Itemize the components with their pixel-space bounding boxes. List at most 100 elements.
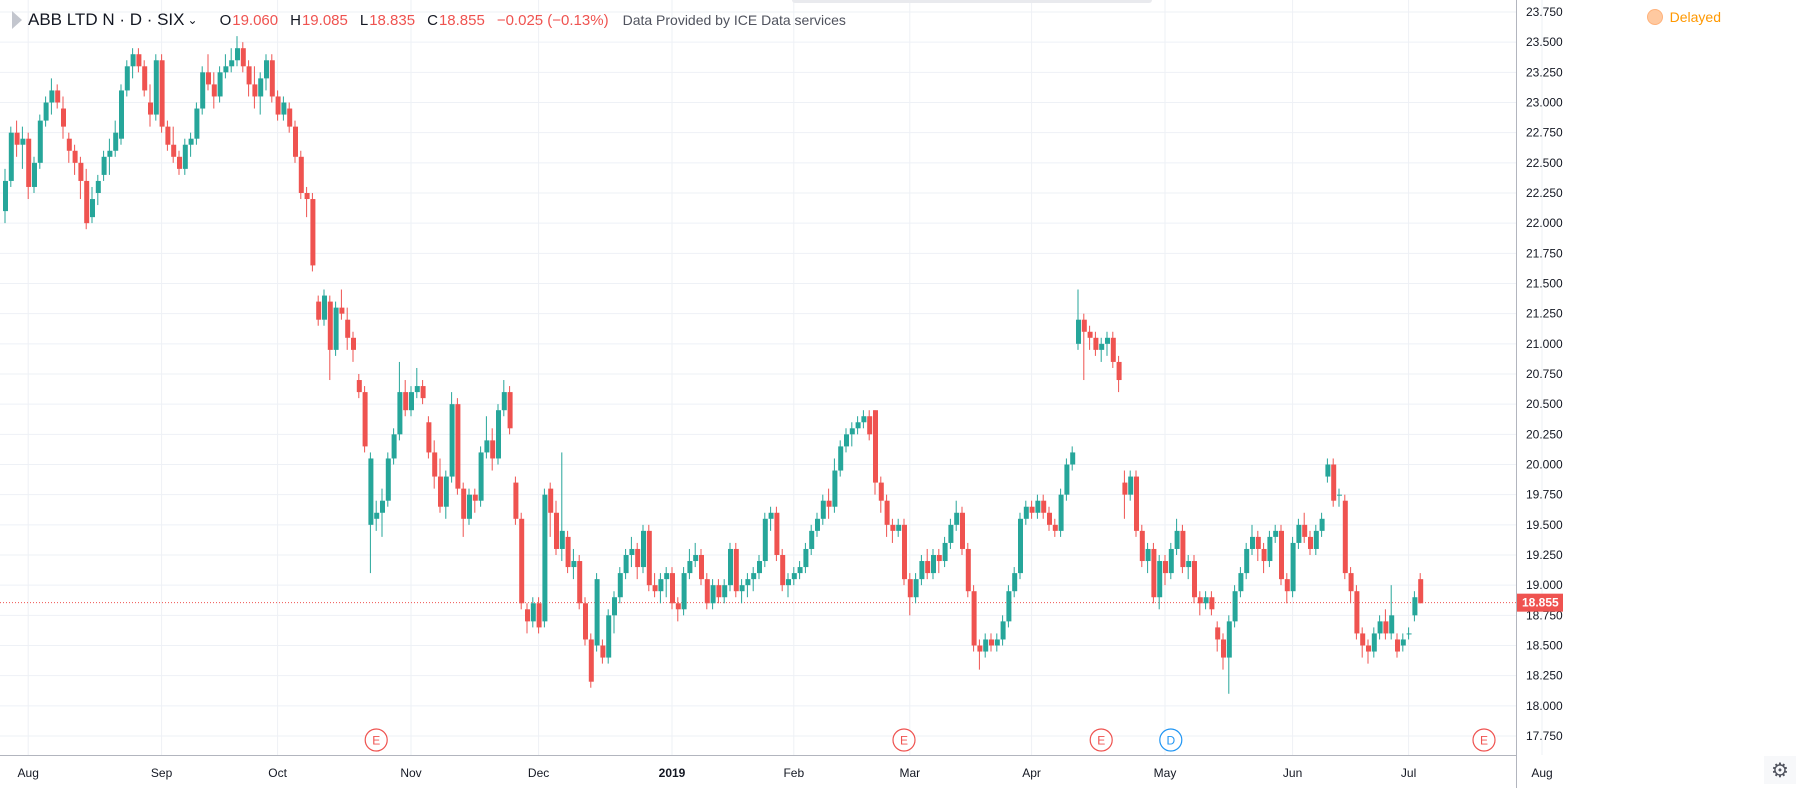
candle-body <box>670 573 675 604</box>
candle-body <box>1348 573 1354 592</box>
change-value: −0.025 (−0.13%) <box>496 11 609 29</box>
x-tick-label: Jul <box>1401 766 1416 780</box>
flag-icon[interactable] <box>12 11 22 29</box>
candle-body <box>467 494 472 519</box>
candle-body <box>536 603 542 628</box>
candle-body <box>849 428 855 435</box>
close-value: 18.855 <box>438 11 485 29</box>
candle-body <box>693 555 699 562</box>
candle-body <box>391 434 397 459</box>
candle-body <box>1168 548 1174 574</box>
candle-body <box>809 530 815 549</box>
candle-body <box>791 573 797 580</box>
candle-body <box>1412 597 1418 616</box>
candle-body <box>971 591 977 646</box>
candle-body <box>258 78 264 97</box>
candle-body <box>832 470 838 507</box>
candle-body <box>1163 561 1168 574</box>
open-label: O <box>219 11 232 29</box>
candle-body <box>594 579 600 646</box>
candle-body <box>90 199 95 218</box>
candle-body <box>1261 548 1267 562</box>
candle-body <box>554 512 559 549</box>
candle-body <box>1018 518 1023 574</box>
candle-body <box>704 579 710 604</box>
x-tick-label: Dec <box>528 766 549 780</box>
candle-body <box>490 440 496 459</box>
candle-body <box>577 561 583 604</box>
delayed-badge[interactable]: Delayed <box>1646 9 1721 25</box>
candle-body <box>1302 524 1308 537</box>
candle-body <box>293 126 298 157</box>
candle-body <box>902 524 907 580</box>
candle-body <box>989 639 994 646</box>
event-marker-label: D <box>1166 734 1175 748</box>
candle-body <box>629 548 635 555</box>
candle-body <box>646 530 652 586</box>
candle-body <box>1174 530 1180 549</box>
toolbar-edge <box>792 0 1152 3</box>
candle-body <box>1110 337 1116 362</box>
candle-body <box>699 555 704 580</box>
x-tick-label: Nov <box>400 766 421 780</box>
candle-body <box>43 102 49 121</box>
candle-body <box>339 307 345 314</box>
candle-body <box>913 579 919 598</box>
candle-body <box>658 579 664 592</box>
candle-body <box>1000 621 1006 640</box>
candle-body <box>1325 464 1331 477</box>
candle-body <box>374 512 380 519</box>
symbol-title[interactable]: ABB LTD N · D · SIX <box>28 10 185 29</box>
candle-body <box>571 561 577 568</box>
candle-body <box>751 573 757 580</box>
candle-body <box>1070 452 1076 465</box>
candle-body <box>722 585 728 598</box>
candle-body <box>664 573 670 580</box>
y-tick-label: 22.000 <box>1526 216 1563 230</box>
candle-body <box>936 555 942 562</box>
event-marker-label: E <box>1480 734 1488 748</box>
candle-body <box>1076 319 1081 344</box>
candle-body <box>1052 524 1058 531</box>
candle-body <box>1238 573 1244 592</box>
y-tick-label: 18.750 <box>1526 608 1563 622</box>
candle-body <box>612 597 617 616</box>
candle-body <box>37 120 43 163</box>
candle-body <box>606 615 612 658</box>
candle-body <box>1151 548 1157 598</box>
earnings-event-marker <box>1472 728 1496 752</box>
candle-body <box>1105 337 1110 344</box>
candle-body <box>1273 530 1279 537</box>
candle-body <box>182 144 188 169</box>
candle-body <box>95 180 101 193</box>
event-marker-label: E <box>1097 734 1105 748</box>
candle-body <box>78 162 84 181</box>
candle-body <box>113 132 119 151</box>
candle-body <box>1029 506 1035 513</box>
chevron-down-icon[interactable]: ⌄ <box>187 13 198 27</box>
y-tick-label: 22.500 <box>1526 156 1563 170</box>
candle-body <box>153 60 159 115</box>
candle-body <box>124 66 130 91</box>
candle-body <box>583 603 588 640</box>
x-tick-label: Aug <box>18 766 39 780</box>
candle-body <box>1058 494 1064 531</box>
candle-body <box>159 60 165 127</box>
x-tick-label: Sep <box>151 766 173 780</box>
candle-body <box>1226 621 1232 658</box>
candle-body <box>1145 548 1151 562</box>
candle-body <box>1250 536 1255 549</box>
gear-icon[interactable]: ⚙ <box>1764 756 1796 784</box>
candle-body <box>977 645 983 652</box>
candle-body <box>107 150 113 157</box>
candle-body <box>426 422 432 453</box>
candle-body <box>1157 561 1163 598</box>
candle-body <box>797 567 803 574</box>
candle-body <box>322 295 327 320</box>
delayed-label: Delayed <box>1669 9 1721 25</box>
candle-body <box>820 500 826 519</box>
candle-body <box>252 84 258 97</box>
